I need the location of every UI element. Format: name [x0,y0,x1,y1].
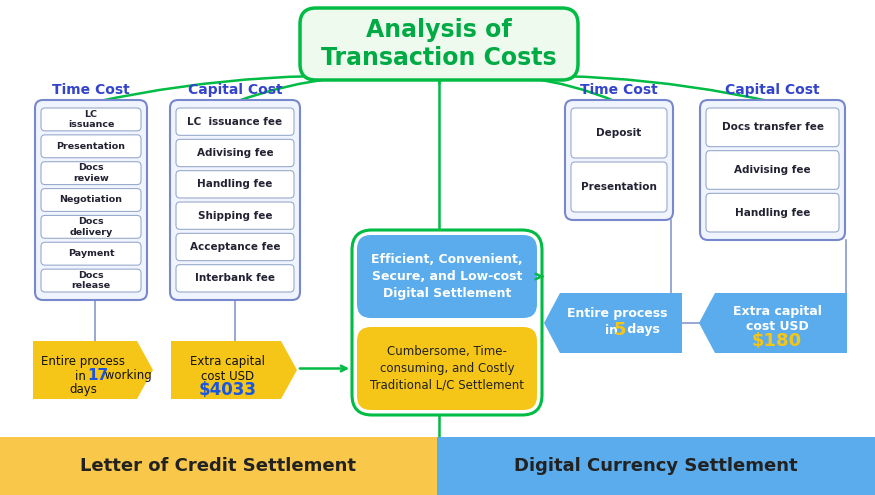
FancyBboxPatch shape [700,100,845,240]
Polygon shape [33,341,153,399]
Text: LC  issuance fee: LC issuance fee [187,117,283,127]
Text: Shipping fee: Shipping fee [198,211,272,221]
Text: Handling fee: Handling fee [198,179,273,189]
FancyBboxPatch shape [571,162,667,212]
FancyBboxPatch shape [176,265,294,292]
FancyBboxPatch shape [565,100,673,220]
FancyBboxPatch shape [706,150,839,189]
FancyBboxPatch shape [176,171,294,198]
Polygon shape [699,293,847,353]
Text: Docs
review: Docs review [74,163,108,183]
FancyBboxPatch shape [357,235,537,318]
Text: $4033: $4033 [199,381,257,399]
FancyBboxPatch shape [176,233,294,261]
Text: 17: 17 [87,368,108,384]
Text: Docs
release: Docs release [72,271,110,290]
Text: Handling fee: Handling fee [735,208,810,218]
Text: in: in [75,369,89,383]
Text: LC
issuance: LC issuance [68,110,114,129]
Text: Adivising fee: Adivising fee [734,165,811,175]
FancyBboxPatch shape [41,108,141,131]
Text: working: working [101,369,151,383]
Polygon shape [171,341,297,399]
Text: Interbank fee: Interbank fee [195,273,275,283]
Text: Analysis of
Transaction Costs: Analysis of Transaction Costs [321,18,556,70]
Text: Letter of Credit Settlement: Letter of Credit Settlement [80,457,356,475]
Text: Negotiation: Negotiation [60,196,123,204]
Polygon shape [544,293,682,353]
FancyBboxPatch shape [41,189,141,211]
Text: Capital Cost: Capital Cost [188,83,283,97]
FancyBboxPatch shape [0,437,437,495]
Text: 5: 5 [614,321,626,339]
FancyBboxPatch shape [571,108,667,158]
FancyBboxPatch shape [41,215,141,238]
Text: Efficient, Convenient,
Secure, and Low-cost
Digital Settlement: Efficient, Convenient, Secure, and Low-c… [371,253,523,300]
FancyBboxPatch shape [357,327,537,410]
Text: cost USD: cost USD [201,369,255,383]
FancyBboxPatch shape [176,139,294,167]
Text: Presentation: Presentation [581,182,657,192]
FancyBboxPatch shape [706,108,839,147]
FancyBboxPatch shape [352,230,542,415]
Text: cost USD: cost USD [746,319,808,333]
FancyBboxPatch shape [176,108,294,135]
Text: Payment: Payment [67,249,115,258]
FancyBboxPatch shape [41,162,141,185]
Text: in: in [605,324,622,337]
Text: Cumbersome, Time-
consuming, and Costly
Traditional L/C Settlement: Cumbersome, Time- consuming, and Costly … [370,345,524,392]
Text: Capital Cost: Capital Cost [725,83,820,97]
FancyBboxPatch shape [41,269,141,292]
Text: Deposit: Deposit [597,128,641,138]
FancyBboxPatch shape [706,194,839,232]
Text: days: days [69,383,97,396]
Text: Presentation: Presentation [57,142,125,151]
Text: Extra capital: Extra capital [732,305,822,318]
Text: Docs
delivery: Docs delivery [69,217,113,237]
Text: $180: $180 [752,332,802,350]
FancyBboxPatch shape [35,100,147,300]
Text: Time Cost: Time Cost [580,83,658,97]
Text: Adivising fee: Adivising fee [197,148,273,158]
FancyBboxPatch shape [41,242,141,265]
FancyBboxPatch shape [41,135,141,158]
Text: Digital Currency Settlement: Digital Currency Settlement [514,457,798,475]
Text: Entire process: Entire process [41,354,125,367]
FancyBboxPatch shape [300,8,578,80]
Text: Acceptance fee: Acceptance fee [190,242,280,252]
Text: Extra capital: Extra capital [191,354,265,367]
Text: days: days [623,324,660,337]
Text: Docs transfer fee: Docs transfer fee [722,122,823,132]
FancyBboxPatch shape [176,202,294,229]
FancyBboxPatch shape [437,437,875,495]
FancyBboxPatch shape [170,100,300,300]
Text: Entire process: Entire process [567,307,668,320]
Text: Time Cost: Time Cost [52,83,130,97]
